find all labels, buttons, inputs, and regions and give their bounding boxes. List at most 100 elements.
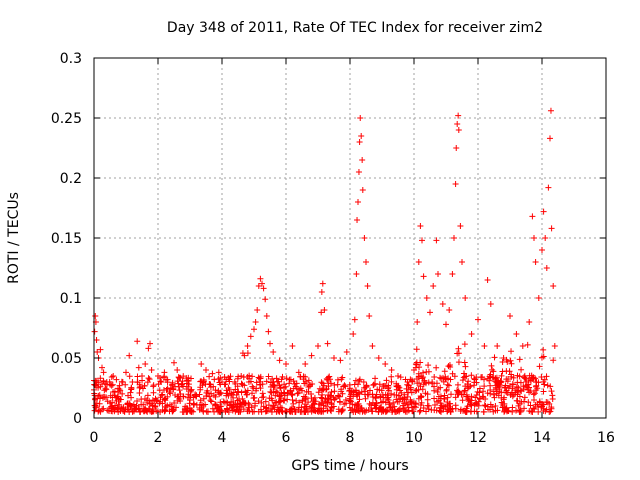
x-tick-label: 4 xyxy=(218,430,227,446)
data-point xyxy=(114,405,121,412)
data-point xyxy=(489,404,496,411)
data-point xyxy=(527,402,534,409)
data-point xyxy=(324,376,331,383)
data-point xyxy=(435,386,442,393)
data-point xyxy=(443,321,449,328)
data-point xyxy=(343,349,350,355)
data-point xyxy=(136,408,143,415)
data-point xyxy=(259,394,266,401)
data-point xyxy=(452,394,459,401)
data-point xyxy=(233,391,240,398)
data-point xyxy=(319,399,326,406)
data-point xyxy=(385,387,392,394)
data-point xyxy=(118,378,125,385)
data-point xyxy=(276,382,283,389)
data-point xyxy=(278,390,285,397)
data-point xyxy=(524,341,531,348)
data-point xyxy=(463,408,470,415)
data-point xyxy=(407,398,414,405)
data-point xyxy=(382,361,389,367)
data-point xyxy=(152,395,159,402)
data-point xyxy=(443,386,450,393)
data-point xyxy=(521,394,528,401)
data-point xyxy=(100,369,107,376)
data-point xyxy=(504,378,511,385)
data-point xyxy=(166,408,173,415)
data-point xyxy=(403,385,410,392)
data-point xyxy=(446,403,453,410)
data-point xyxy=(97,375,104,382)
data-point xyxy=(353,271,360,277)
data-point xyxy=(150,383,157,390)
data-point xyxy=(290,400,297,407)
data-point xyxy=(122,406,129,413)
data-point xyxy=(368,408,375,415)
data-point xyxy=(545,184,552,191)
y-tick-label: 0.15 xyxy=(51,231,82,247)
data-point xyxy=(340,383,347,390)
data-point xyxy=(233,406,240,413)
data-point xyxy=(409,378,416,385)
data-point xyxy=(163,403,170,410)
data-point xyxy=(170,407,177,414)
data-point xyxy=(395,373,401,379)
data-point xyxy=(318,387,325,394)
data-point xyxy=(363,259,369,265)
data-point xyxy=(404,402,411,409)
data-point xyxy=(439,301,446,307)
x-tick-label: 10 xyxy=(405,430,423,446)
data-point xyxy=(504,389,511,396)
data-point xyxy=(161,406,168,413)
data-point xyxy=(110,373,117,379)
data-point xyxy=(385,394,392,401)
data-point xyxy=(473,399,480,406)
data-point xyxy=(262,296,269,303)
data-point xyxy=(212,401,219,408)
data-point xyxy=(265,373,272,380)
x-tick-label: 0 xyxy=(90,430,99,446)
data-point xyxy=(259,390,266,397)
data-point xyxy=(503,388,510,395)
data-point xyxy=(108,373,115,380)
data-point xyxy=(318,289,325,295)
data-point xyxy=(337,357,344,364)
data-point xyxy=(513,397,520,404)
data-point xyxy=(150,408,157,415)
data-point xyxy=(547,383,554,390)
data-point xyxy=(349,401,356,408)
data-point xyxy=(315,343,321,349)
data-point xyxy=(532,259,539,265)
data-point xyxy=(215,369,222,376)
data-point xyxy=(164,393,171,400)
data-point xyxy=(510,391,517,398)
data-point xyxy=(217,399,224,406)
data-point xyxy=(417,401,424,408)
data-point xyxy=(318,379,325,386)
data-point xyxy=(532,401,539,408)
data-point xyxy=(178,381,185,388)
data-point xyxy=(308,391,315,398)
data-point xyxy=(134,338,141,345)
data-point xyxy=(471,376,478,383)
data-point xyxy=(292,383,299,390)
data-point xyxy=(507,357,514,364)
data-point xyxy=(106,378,113,385)
data-point xyxy=(146,400,153,407)
data-point xyxy=(271,384,278,391)
data-point xyxy=(453,145,460,151)
data-point xyxy=(455,390,462,397)
data-point xyxy=(459,377,466,384)
data-point xyxy=(431,383,438,390)
data-point xyxy=(311,394,318,401)
data-point xyxy=(526,389,533,396)
data-point xyxy=(92,313,99,319)
data-point xyxy=(535,295,542,301)
data-point xyxy=(323,375,330,382)
data-point xyxy=(274,404,281,411)
data-point xyxy=(513,331,520,337)
data-point xyxy=(380,406,387,413)
data-point xyxy=(359,187,366,193)
data-point xyxy=(462,295,469,301)
data-point xyxy=(306,405,313,412)
data-point xyxy=(471,379,478,386)
